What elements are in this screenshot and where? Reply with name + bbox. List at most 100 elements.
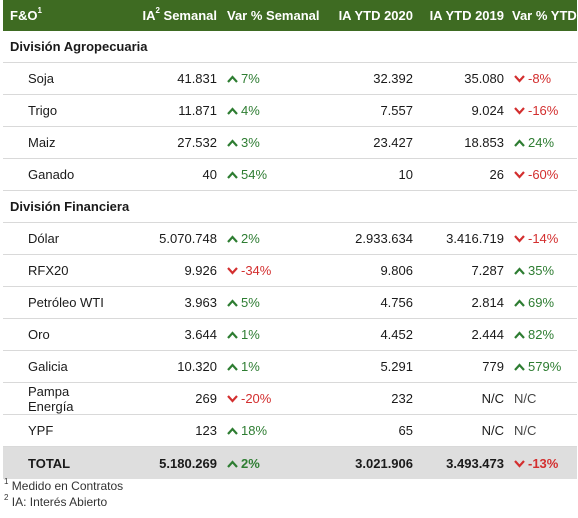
footnote-2: 2 IA: Interés Abierto <box>4 493 107 509</box>
table-row: Pampa Energía 269 -20% 232 N/C N/C <box>3 383 577 415</box>
row-var-ytd-value: 579% <box>528 359 562 374</box>
row-name: Galicia <box>28 359 68 374</box>
table-row: Soja 41.831 7% 32.392 35.080 -8% <box>3 63 577 95</box>
row-var-semanal: 1% <box>218 327 321 342</box>
row-ytd-2020: 3.021.906 <box>355 455 413 471</box>
row-ytd-2020: 65 <box>398 423 413 438</box>
chevron-up-icon <box>227 424 241 438</box>
row-name: Dólar <box>28 231 60 246</box>
row-var-ytd-value: -8% <box>528 71 552 86</box>
row-ytd-2019: N/C <box>481 391 504 406</box>
row-name: Oro <box>28 327 50 342</box>
row-var-semanal: 7% <box>218 71 321 86</box>
chevron-up-icon <box>227 136 241 150</box>
row-ia-semanal: 123 <box>195 423 217 438</box>
row-var-ytd: 24% <box>504 135 577 150</box>
header-ytd-2020: IA YTD 2020 <box>338 8 413 23</box>
header-fo: F&O1 <box>3 6 115 23</box>
row-var-semanal: 5% <box>218 295 321 310</box>
table-body: División Agropecuaria Soja 41.831 7% 32.392 3… <box>3 31 577 479</box>
row-ytd-2019: 7.287 <box>471 263 504 278</box>
row-name: TOTAL <box>28 455 71 471</box>
chevron-down-icon <box>514 457 528 471</box>
footnote-2-marker: 2 <box>4 493 9 502</box>
chevron-up-icon <box>514 296 528 310</box>
row-var-semanal: 4% <box>218 103 321 118</box>
row-var-semanal: 54% <box>218 167 321 182</box>
row-ytd-2019: 2.444 <box>471 327 504 342</box>
row-ia-semanal: 3.644 <box>184 327 217 342</box>
chevron-up-icon <box>514 264 528 278</box>
row-ytd-2019: 26 <box>489 167 504 182</box>
row-var-semanal-value: 54% <box>241 167 268 182</box>
row-ytd-2020: 4.452 <box>380 327 413 342</box>
table-row: Galicia 10.320 1% 5.291 779 579% <box>3 351 577 383</box>
row-ytd-2020: 32.392 <box>373 71 413 86</box>
row-var-ytd-value: -14% <box>528 231 559 246</box>
footnote-1: 1 Medido en Contratos <box>4 477 124 493</box>
row-var-ytd: 82% <box>504 327 577 342</box>
futures-options-table: F&O1 IA2 Semanal Var % Semanal IA YTD 20… <box>3 0 577 479</box>
row-ia-semanal: 11.871 <box>178 103 217 118</box>
row-name: Pampa Energía <box>28 383 74 414</box>
row-var-semanal-value: 1% <box>241 327 260 342</box>
row-ytd-2019: 9.024 <box>471 103 504 118</box>
row-ytd-2019: 18.853 <box>464 135 504 150</box>
row-ia-semanal: 10.320 <box>177 359 217 374</box>
chevron-down-icon <box>514 168 528 182</box>
row-var-semanal-value: 2% <box>241 455 260 471</box>
chevron-up-icon <box>227 457 241 471</box>
row-var-ytd-value: 24% <box>528 135 555 150</box>
header-semanal-label: Semanal <box>159 8 217 23</box>
footnote-1-text: Medido en Contratos <box>8 479 124 493</box>
row-name: Petróleo WTI <box>28 295 104 310</box>
chevron-up-icon <box>514 136 528 150</box>
row-var-semanal-value: 1% <box>241 359 260 374</box>
row-var-ytd: -13% <box>504 456 577 471</box>
row-ytd-2019: 779 <box>482 359 504 374</box>
row-ia-semanal: 9.926 <box>184 263 217 278</box>
row-name: Maiz <box>28 135 56 150</box>
header-ytd-2019: IA YTD 2019 <box>429 8 504 23</box>
header-fo-label: F&O <box>10 8 38 23</box>
row-var-semanal-value: 2% <box>241 231 260 246</box>
row-var-semanal-value: 7% <box>241 71 260 86</box>
chevron-up-icon <box>227 104 241 118</box>
row-ia-semanal: 3.963 <box>184 295 217 310</box>
chevron-up-icon <box>227 328 241 342</box>
row-var-ytd: 579% <box>504 359 577 374</box>
chevron-up-icon <box>514 360 528 374</box>
row-var-ytd-value: -13% <box>528 455 559 471</box>
row-var-semanal-value: 5% <box>241 295 260 310</box>
chevron-down-icon <box>227 264 241 278</box>
row-name: RFX20 <box>28 263 69 278</box>
row-name: Trigo <box>28 103 58 118</box>
row-var-semanal: 2% <box>218 231 321 246</box>
row-var-ytd: -8% <box>504 71 577 86</box>
row-var-semanal-value: 18% <box>241 423 268 438</box>
table-row: Dólar 5.070.748 2% 2.933.634 3.416.719 -14% <box>3 223 577 255</box>
row-name: YPF <box>28 423 54 438</box>
footnote-1-marker: 1 <box>4 477 9 486</box>
row-ytd-2020: 10 <box>398 167 413 182</box>
row-var-ytd-value: 82% <box>528 327 555 342</box>
row-ytd-2020: 2.933.634 <box>355 231 413 246</box>
chevron-up-icon <box>227 232 241 246</box>
row-ia-semanal: 5.070.748 <box>159 231 217 246</box>
row-ia-semanal: 27.532 <box>177 135 217 150</box>
row-var-ytd: -60% <box>504 167 577 182</box>
table-row: Petróleo WTI 3.963 5% 4.756 2.814 69% <box>3 287 577 319</box>
row-var-semanal-value: -20% <box>241 391 272 406</box>
row-var-semanal-value: -34% <box>241 263 272 278</box>
chevron-up-icon <box>227 296 241 310</box>
table-row: Oro 3.644 1% 4.452 2.444 82% <box>3 319 577 351</box>
row-ytd-2019: N/C <box>481 423 504 438</box>
section-title: División Agropecuaria <box>3 31 577 63</box>
header-ia-semanal: IA2 Semanal <box>115 6 218 23</box>
row-ytd-2019: 35.080 <box>464 71 504 86</box>
row-var-semanal: 1% <box>218 359 321 374</box>
row-var-semanal: -20% <box>218 391 321 406</box>
row-ytd-2020: 23.427 <box>373 135 413 150</box>
row-name: Ganado <box>28 167 75 182</box>
row-ia-semanal: 40 <box>202 167 217 182</box>
